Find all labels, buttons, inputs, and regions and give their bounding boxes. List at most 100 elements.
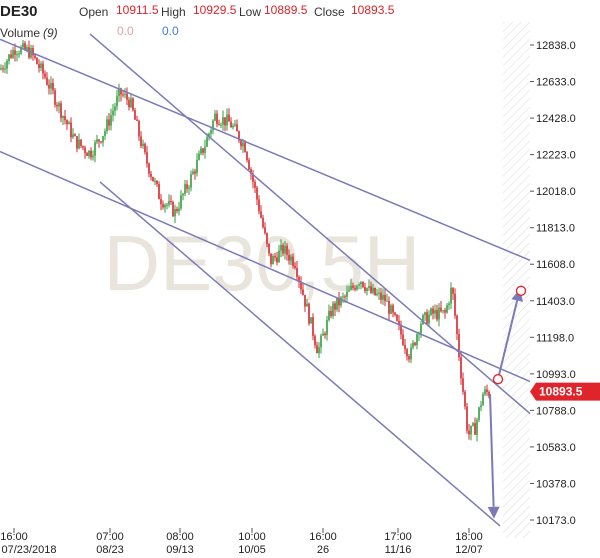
- candle: [8, 53, 10, 65]
- candle: [134, 107, 136, 120]
- candle: [408, 353, 410, 363]
- x-tick-time: 17:00: [384, 531, 412, 543]
- candle: [318, 342, 320, 359]
- trendlines-layer: [0, 33, 531, 527]
- candle: [156, 180, 158, 187]
- candle: [288, 249, 290, 265]
- candle: [36, 57, 38, 65]
- x-tick-time: 07:00: [96, 531, 124, 543]
- candle: [202, 148, 204, 156]
- candle: [58, 101, 60, 114]
- candle: [374, 287, 376, 296]
- candle: [34, 54, 36, 60]
- candle: [22, 40, 24, 49]
- candle: [60, 100, 62, 123]
- candle: [42, 60, 44, 80]
- y-tick-label: 12633.0: [536, 77, 576, 89]
- y-axis: 12838.0 12633.0 12428.0 12223.0 12018.0 11813…: [530, 40, 576, 527]
- candle: [414, 341, 416, 347]
- candle: [256, 185, 258, 206]
- x-tick-date: 08/23: [96, 544, 124, 556]
- candle: [328, 304, 330, 322]
- y-tick-label: 10378.0: [536, 478, 576, 490]
- candle: [20, 45, 22, 55]
- candle: [420, 321, 422, 338]
- candle: [10, 49, 12, 59]
- candle: [480, 401, 482, 412]
- candle: [194, 168, 196, 180]
- candle: [248, 157, 250, 171]
- candle: [106, 115, 108, 135]
- candle: [84, 145, 86, 159]
- x-tick-time: 16:00: [0, 531, 28, 543]
- candle: [196, 153, 198, 177]
- candle: [384, 288, 386, 307]
- candle: [54, 88, 56, 108]
- volume-value-1: 0.0: [117, 24, 134, 38]
- candle: [432, 305, 434, 320]
- x-tick-date: 12/07: [455, 544, 483, 556]
- trendline: [99, 181, 501, 527]
- candle: [52, 78, 54, 95]
- candle: [126, 87, 128, 105]
- y-tick-label: 11403.0: [536, 296, 575, 308]
- close-label: Close: [314, 5, 345, 19]
- candle: [382, 288, 384, 305]
- x-tick-date: 09/13: [166, 544, 194, 556]
- candle: [12, 46, 14, 59]
- candle: [226, 108, 228, 131]
- candle: [66, 119, 68, 130]
- candle: [484, 385, 486, 396]
- candle: [368, 279, 370, 291]
- candle: [460, 351, 462, 385]
- candle: [456, 314, 458, 340]
- candle: [272, 253, 274, 265]
- candle: [228, 108, 230, 122]
- symbol: DE30: [0, 3, 38, 20]
- candle: [454, 288, 456, 319]
- candle: [392, 303, 394, 318]
- candle: [252, 170, 254, 189]
- candle: [362, 281, 364, 289]
- candle: [140, 131, 142, 149]
- x-tick-time: 08:00: [166, 531, 194, 543]
- candle: [38, 59, 40, 73]
- candle: [138, 119, 140, 142]
- close-value: 10893.5: [351, 3, 395, 17]
- candle: [190, 170, 192, 192]
- candle: [232, 123, 234, 130]
- candle: [100, 140, 102, 144]
- price-tag: [530, 382, 600, 401]
- candle: [294, 262, 296, 270]
- candle: [452, 286, 454, 301]
- candle: [312, 313, 314, 341]
- candle: [148, 162, 150, 178]
- volume-period: (9): [43, 26, 58, 40]
- candle: [218, 119, 220, 126]
- open-label: Open: [79, 5, 108, 19]
- high-value: 10929.5: [193, 3, 237, 17]
- candle: [470, 425, 472, 441]
- y-tick-label: 11198.0: [536, 332, 574, 344]
- x-axis: 16:0007/23/201807:0008/2308:0009/1310:00…: [0, 528, 483, 556]
- candle: [146, 145, 148, 168]
- candle: [416, 332, 418, 350]
- y-tick-label: 11608.0: [536, 259, 575, 271]
- candle: [450, 282, 452, 309]
- candle: [422, 313, 424, 326]
- candle: [302, 283, 304, 296]
- projection-end-marker: [515, 285, 527, 296]
- candle: [430, 307, 432, 317]
- candle: [64, 109, 66, 125]
- candle: [70, 117, 72, 143]
- candle: [342, 292, 344, 304]
- candle: [464, 389, 466, 410]
- projections-layer: [487, 285, 527, 519]
- candle: [90, 147, 92, 161]
- candle: [406, 347, 408, 361]
- y-tick-label: 10583.0: [536, 442, 576, 454]
- candle: [478, 406, 480, 423]
- candle: [130, 93, 132, 109]
- candle: [80, 139, 82, 148]
- candle: [142, 139, 144, 149]
